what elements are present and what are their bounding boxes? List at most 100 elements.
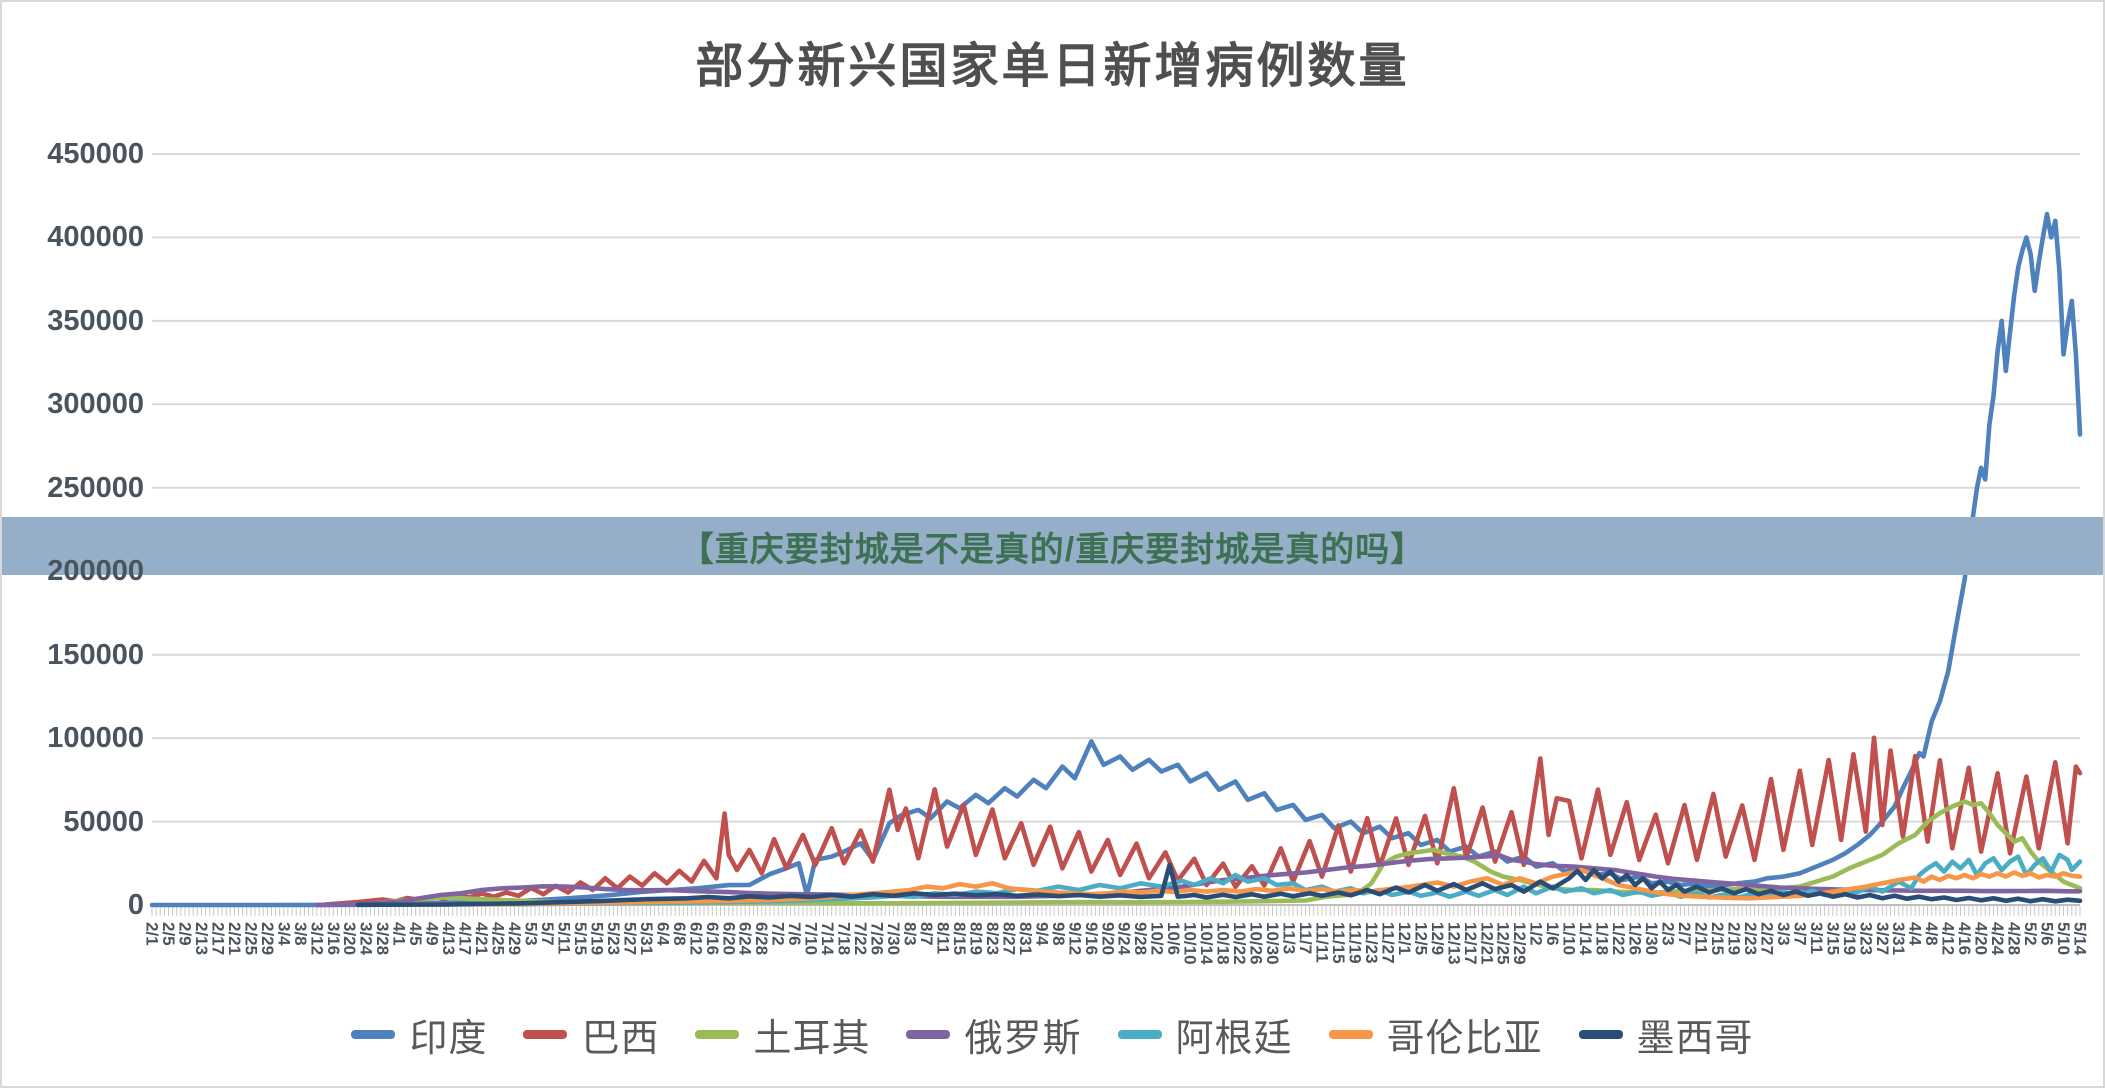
x-axis-label: 2/1 <box>143 922 162 946</box>
x-axis-label: 12/1 <box>1395 922 1414 955</box>
y-axis-label: 150000 <box>47 638 144 671</box>
x-axis-label: 6/28 <box>752 922 771 955</box>
x-axis-label: 4/17 <box>456 922 475 955</box>
x-axis-label: 2/15 <box>1708 922 1727 955</box>
x-axis-label: 11/23 <box>1362 922 1381 964</box>
x-axis-label: 12/9 <box>1428 922 1447 955</box>
legend-label-mexico: 墨西哥 <box>1636 1017 1754 1060</box>
x-axis-label: 10/2 <box>1148 922 1167 955</box>
x-axis-label: 4/16 <box>1955 922 1974 955</box>
legend-label-argentina: 阿根廷 <box>1175 1017 1293 1060</box>
x-axis-label: 12/13 <box>1444 922 1463 965</box>
legend-label-brazil: 巴西 <box>581 1017 660 1060</box>
x-axis-label: 3/11 <box>1807 922 1826 954</box>
x-axis-label: 12/29 <box>1510 922 1529 965</box>
series-line-colombia <box>396 867 2083 908</box>
x-axis-label: 8/3 <box>901 922 920 946</box>
y-axis-label: 450000 <box>47 138 144 170</box>
x-axis-label: 3/4 <box>274 922 293 946</box>
x-axis-label: 7/14 <box>818 922 837 956</box>
legend-item-brazil: 巴西 <box>523 1007 659 1062</box>
x-axis-label: 7/22 <box>851 922 870 955</box>
x-axis-label: 6/16 <box>703 922 722 955</box>
x-axis-label: 3/7 <box>1790 922 1809 946</box>
x-axis-label: 2/9 <box>176 922 195 946</box>
x-axis-label: 3/23 <box>1856 922 1875 955</box>
x-axis-label: 10/18 <box>1214 922 1233 965</box>
legend-item-argentina: 阿根廷 <box>1117 1007 1293 1062</box>
x-axis-label: 3/31 <box>1889 922 1908 955</box>
x-axis-label: 3/15 <box>1823 922 1842 955</box>
series-line-brazil <box>322 735 2083 907</box>
x-axis-label: 2/5 <box>159 922 178 946</box>
watermark-banner-text: 【重庆要封城是不是真的/重庆要封城是真的吗】 <box>679 530 1426 569</box>
legend-label-colombia: 哥伦比亚 <box>1386 1017 1543 1060</box>
x-axis-label: 3/8 <box>291 922 310 946</box>
x-axis-label: 2/27 <box>1757 922 1776 955</box>
x-axis-label: 4/12 <box>1939 922 1958 955</box>
x-axis-label: 4/5 <box>406 922 425 946</box>
x-axis-label: 6/24 <box>736 922 755 956</box>
x-axis-label: 11/3 <box>1280 922 1299 954</box>
watermark-banner-band <box>2 517 2103 575</box>
y-axis-label: 350000 <box>47 304 144 337</box>
x-axis-label: 10/26 <box>1247 922 1266 965</box>
legend-swatch-turkey <box>695 1029 740 1039</box>
x-axis-label: 9/8 <box>1049 922 1068 946</box>
x-axis-label: 11/7 <box>1296 922 1315 954</box>
x-axis-label: 10/30 <box>1263 922 1282 965</box>
x-axis-label: 6/8 <box>670 922 689 946</box>
x-axis-label: 5/6 <box>2038 922 2057 946</box>
legend-label-russia: 俄罗斯 <box>964 1017 1082 1060</box>
x-axis-label: 9/28 <box>1131 922 1150 955</box>
legend-swatch-russia <box>906 1029 951 1039</box>
x-axis-label: 4/4 <box>1906 922 1925 946</box>
x-axis-label: 2/17 <box>208 922 227 955</box>
x-axis-label: 3/28 <box>373 922 392 955</box>
x-axis-label: 5/31 <box>637 922 656 955</box>
x-axis-label: 5/11 <box>555 922 574 954</box>
legend-label-india: 印度 <box>409 1017 488 1060</box>
legend-swatch-colombia <box>1328 1029 1373 1039</box>
y-axis-label: 250000 <box>47 471 144 504</box>
series-line-india <box>149 211 2083 908</box>
legend-item-colombia: 哥伦比亚 <box>1328 1007 1543 1062</box>
x-axis-label: 3/3 <box>1774 922 1793 946</box>
x-axis-label: 4/8 <box>1922 922 1941 946</box>
x-axis-label: 4/29 <box>505 922 524 955</box>
legend-item-mexico: 墨西哥 <box>1578 1007 1754 1062</box>
x-axis-label: 7/26 <box>868 922 887 955</box>
x-axis-label: 3/27 <box>1873 922 1892 955</box>
x-axis-label: 5/23 <box>604 922 623 955</box>
x-axis-label: 8/7 <box>917 922 936 946</box>
x-axis-label: 3/12 <box>307 922 326 955</box>
x-axis-label: 10/6 <box>1164 922 1183 955</box>
x-axis-label: 2/7 <box>1675 922 1694 946</box>
legend-item-india: 印度 <box>351 1007 487 1062</box>
x-axis-label: 2/25 <box>241 922 260 955</box>
x-axis-label: 1/6 <box>1543 922 1562 946</box>
x-axis-label: 3/20 <box>340 922 359 955</box>
x-axis-label: 2/11 <box>1692 922 1711 954</box>
x-axis-label: 9/16 <box>1082 922 1101 955</box>
x-axis-label: 4/13 <box>439 922 458 955</box>
legend-swatch-argentina <box>1117 1029 1162 1039</box>
x-axis-label: 9/12 <box>1065 922 1084 955</box>
y-axis-label: 50000 <box>63 805 144 838</box>
x-axis-label: 5/10 <box>2054 922 2073 955</box>
x-axis-label: 6/20 <box>719 922 738 955</box>
x-axis-label: 4/9 <box>423 922 442 946</box>
legend-label-turkey: 土耳其 <box>753 1017 871 1060</box>
x-axis-label: 2/19 <box>1724 922 1743 955</box>
legend-swatch-brazil <box>523 1029 568 1039</box>
x-axis-label: 4/21 <box>472 922 491 955</box>
x-axis-label: 3/16 <box>324 922 343 955</box>
x-axis-label: 7/30 <box>884 922 903 955</box>
x-axis-label: 2/3 <box>1659 922 1678 946</box>
x-axis-label: 2/29 <box>258 922 277 955</box>
x-axis-label: 5/19 <box>587 922 606 955</box>
x-axis-label: 1/22 <box>1609 922 1628 955</box>
x-axis-label: 12/25 <box>1494 922 1513 965</box>
y-axis-label: 300000 <box>47 388 144 421</box>
x-axis-label: 7/2 <box>769 922 788 946</box>
